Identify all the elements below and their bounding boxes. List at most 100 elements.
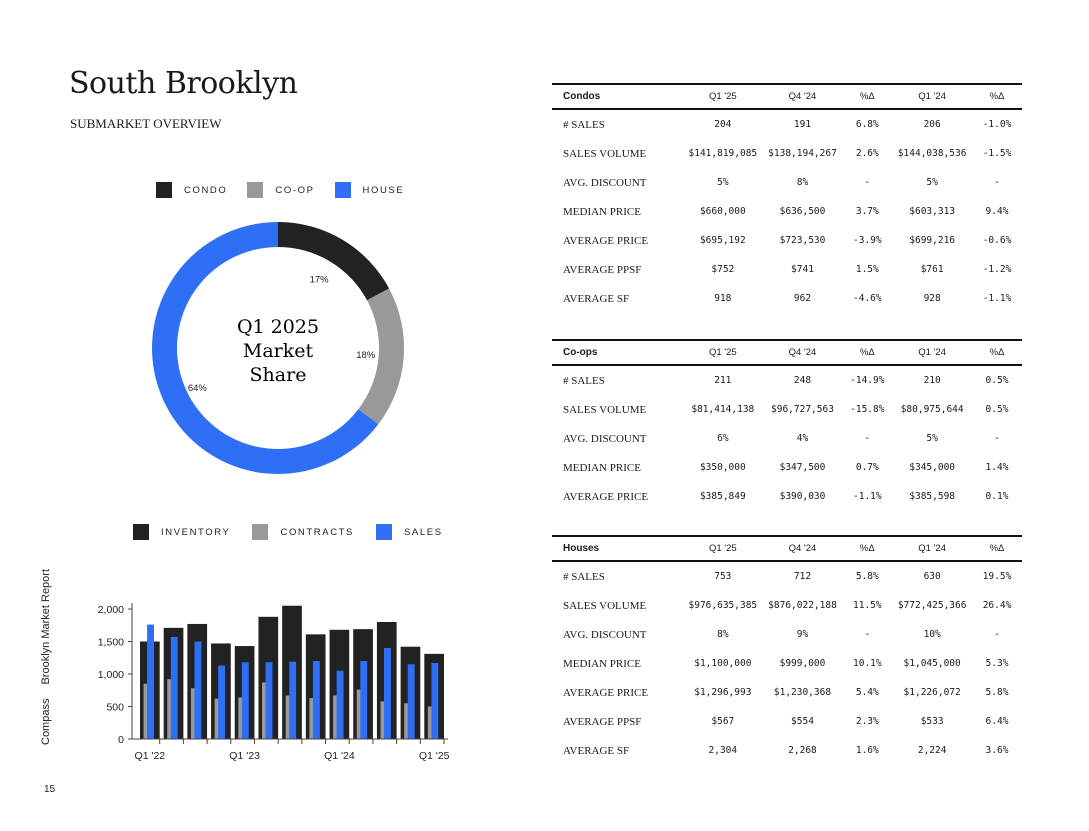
legend-item-inventory: INVENTORY	[133, 524, 230, 540]
table-cell: $81,414,138	[691, 404, 755, 415]
houses-table: Houses Q1 '25 Q4 '24 %Δ Q1 '24 %Δ # SALE…	[552, 535, 1022, 765]
table-cell: 2,304	[708, 745, 738, 756]
column-header: %Δ	[972, 83, 1022, 110]
table-cell: 8%	[717, 629, 729, 640]
table-cell: $390,030	[779, 491, 826, 502]
table-cell: 2,268	[788, 745, 817, 756]
row-label: AVERAGE PRICE	[563, 686, 649, 699]
donut-center-line-2: Market	[243, 340, 314, 362]
table-cell: 1.5%	[855, 264, 879, 275]
table-cell: $1,230,368	[773, 687, 832, 698]
column-header: Q4 '24	[762, 83, 843, 110]
table-cell: 2.6%	[855, 148, 879, 159]
table-row: AVERAGE PPSF $752 $741 1.5% $761 -1.2%	[552, 255, 1022, 284]
brand-label: Compass	[40, 698, 52, 745]
column-header: %Δ	[972, 339, 1022, 366]
table-cell: -1.1%	[853, 491, 882, 502]
table-cell: $699,216	[909, 235, 956, 246]
table-row: AVERAGE PRICE $695,192 $723,530 -3.9% $699,2…	[552, 226, 1022, 255]
table-cell: 712	[762, 560, 843, 591]
table-cell: -1.5%	[982, 148, 1012, 159]
table-row: MEDIAN PRICE $1,100,000 $999,000 10.1% $1,04…	[552, 649, 1022, 678]
condo-swatch	[156, 182, 172, 198]
table-cell: -	[994, 629, 1000, 640]
row-label: SALES VOLUME	[563, 599, 647, 612]
table-cell: $976,635,385	[688, 600, 758, 611]
row-label: AVG. DISCOUNT	[563, 176, 647, 189]
page-title: South Brooklyn	[69, 66, 298, 101]
table-cell: 918	[714, 293, 732, 304]
house-swatch	[334, 182, 351, 198]
table-cell: 11.5%	[853, 600, 882, 611]
bar-sales	[170, 636, 178, 739]
row-label: SALES VOLUME	[563, 147, 647, 160]
table-cell: 5.8%	[985, 687, 1009, 698]
table-cell: $695,192	[699, 235, 746, 246]
row-label: AVERAGE PRICE	[563, 234, 649, 247]
column-header: Q4 '24	[762, 535, 843, 562]
bar-sales	[407, 664, 415, 739]
bar-sales	[289, 661, 297, 739]
table-header-row: Condos Q1 '25 Q4 '24 %Δ Q1 '24 %Δ	[552, 83, 1022, 110]
table-cell: 204	[683, 108, 763, 139]
table-cell: 211	[683, 364, 763, 395]
table-cell: -1.2%	[982, 264, 1012, 275]
donut-slice-condo	[278, 222, 390, 301]
y-tick-label: 0	[118, 734, 124, 746]
table-cell: 6%	[717, 433, 729, 444]
donut-value-label-condo: 17%	[310, 274, 330, 285]
bar-sales	[194, 641, 202, 739]
y-tick-label: 2,000	[98, 604, 124, 616]
table-cell: $138,194,267	[768, 148, 837, 159]
column-header: %Δ	[842, 83, 893, 110]
row-label: # SALES	[552, 364, 683, 395]
table-cell: 928	[923, 293, 941, 304]
table-row: SALES VOLUME $141,819,085 $138,194,267 2.6%…	[552, 139, 1022, 168]
table-cell: -	[864, 177, 871, 188]
column-header: %Δ	[842, 535, 893, 562]
row-label: MEDIAN PRICE	[563, 461, 641, 474]
legend-label-sales: SALES	[404, 526, 443, 538]
bar-sales	[431, 662, 439, 739]
bar-contracts	[143, 683, 150, 739]
legend-item-contracts: CONTRACTS	[252, 524, 354, 540]
table-row: # SALES 211 248 -14.9% 210 0.5%	[552, 364, 1022, 395]
row-label: # SALES	[552, 560, 683, 591]
table-cell: $1,045,000	[903, 658, 961, 669]
bar-sales	[336, 670, 344, 739]
table-row: MEDIAN PRICE $350,000 $347,500 0.7% $345,000…	[552, 453, 1022, 482]
contracts-swatch	[252, 524, 269, 540]
table-cell: $752	[711, 264, 735, 275]
table-cell: 5.8%	[842, 560, 893, 591]
table-cell: 210	[892, 364, 972, 395]
page-subtitle: SUBMARKET OVERVIEW	[70, 116, 222, 131]
table-title: Houses	[552, 535, 683, 562]
donut-center-line-3: Share	[250, 364, 307, 386]
legend-item-house: HOUSE	[334, 182, 405, 198]
table-row: # SALES 204 191 6.8% 206 -1.0%	[552, 108, 1022, 139]
column-header: %Δ	[842, 339, 893, 366]
bar-contracts	[427, 706, 434, 739]
table-row: AVERAGE SF 2,304 2,268 1.6% 2,224 3.6%	[552, 736, 1022, 765]
table-cell: 248	[762, 364, 843, 395]
table-cell: -	[994, 177, 1000, 188]
inventory-contracts-sales-bar-chart: 0 500 1,000 1,500 2,000 Q1 '22 Q1 '23 Q1 '24 Q1…	[98, 603, 450, 762]
donut-value-label-house: 64%	[188, 383, 208, 394]
table-cell: $1,100,000	[694, 658, 752, 669]
table-cell: $723,530	[779, 235, 826, 246]
donut-legend: CONDO CO-OP HOUSE	[156, 182, 424, 198]
report-label: Brooklyn Market Report	[40, 568, 52, 685]
table-cell: $96,727,563	[771, 404, 834, 415]
bar-sales	[218, 665, 226, 739]
table-cell: $660,000	[699, 206, 746, 217]
table-cell: -	[994, 433, 1000, 444]
bar-contracts	[380, 701, 386, 739]
x-tick-label: Q1 '25	[419, 750, 450, 762]
table-cell: $1,296,993	[694, 687, 752, 698]
table-cell: 19.5%	[972, 560, 1022, 591]
table-cell: 630	[892, 560, 972, 591]
table-row: AVERAGE PRICE $385,849 $390,030 -1.1% $385,5…	[552, 482, 1022, 511]
page-number: 15	[44, 784, 56, 795]
legend-item-condo: CONDO	[156, 182, 227, 198]
bar-sales	[360, 661, 368, 739]
